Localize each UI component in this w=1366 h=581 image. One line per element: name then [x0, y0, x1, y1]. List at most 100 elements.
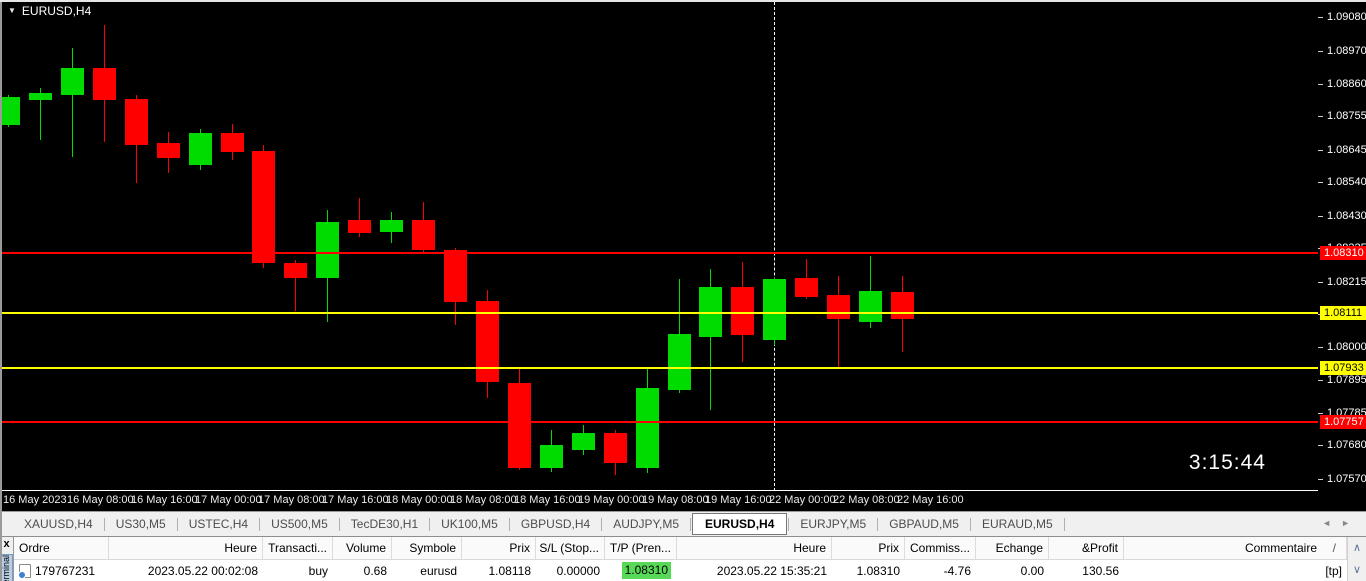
tab-gbpusd-h4[interactable]: GBPUSD,H4 — [520, 517, 591, 531]
column-header-5[interactable]: Prix — [462, 537, 536, 559]
row-cell-volume: 0.68 — [363, 563, 387, 578]
tab-ustec-h4[interactable]: USTEC,H4 — [188, 517, 249, 531]
chart-bottom-border — [0, 490, 1318, 491]
price-tick-label: 1.08755 — [1327, 110, 1366, 122]
price-tick-mark — [1318, 216, 1323, 217]
candle-body — [0, 97, 20, 125]
tab-divider — [690, 517, 692, 531]
tab-divider — [788, 517, 790, 531]
tab-gbpaud-m5[interactable]: GBPAUD,M5 — [889, 517, 959, 531]
candle-body — [508, 383, 531, 468]
row-cell-prix: 1.08118 — [488, 563, 532, 578]
candle-body — [93, 68, 116, 100]
candle-body — [221, 133, 244, 152]
candle-body — [891, 292, 914, 319]
row-cell-heure2: 2023.05.22 15:35:21 — [716, 563, 827, 578]
candle-body — [316, 222, 339, 278]
price-tick-mark — [1318, 413, 1323, 414]
column-header-13[interactable]: Commentaire / — [1124, 537, 1347, 559]
price-tag: 1.08310 — [1320, 246, 1366, 260]
order-icon — [18, 563, 31, 579]
candle-body — [189, 133, 212, 165]
column-header-0[interactable]: Ordre — [14, 537, 109, 559]
column-header-2[interactable]: Transacti... — [263, 537, 333, 559]
candle-body — [125, 99, 148, 145]
column-header-9[interactable]: Prix — [832, 537, 905, 559]
column-header-10[interactable]: Commiss... — [905, 537, 976, 559]
time-tick-label: 22 May 00:00 — [769, 494, 836, 506]
tab-euraud-m5[interactable]: EURAUD,M5 — [981, 517, 1053, 531]
price-tick-label: 1.09080 — [1327, 11, 1366, 23]
tab-divider — [1063, 517, 1065, 531]
row-cell-profit: 130.56 — [1082, 563, 1119, 578]
orders-table-header: Ordre Heure Transacti... Volume Symbole Prix S… — [14, 537, 1347, 560]
tab-tecde30-h1[interactable]: TecDE30,H1 — [350, 517, 419, 531]
price-level-line — [0, 367, 1318, 369]
tab-us500-m5[interactable]: US500,M5 — [271, 517, 328, 531]
tab-divider — [969, 517, 971, 531]
price-tick-mark — [1318, 84, 1323, 85]
tab-audjpy-m5[interactable]: AUDJPY,M5 — [613, 517, 680, 531]
price-tick-label: 1.08540 — [1327, 176, 1366, 188]
scroll-down-icon[interactable]: ∨ — [1352, 564, 1362, 576]
row-cell-heure: 2023.05.22 00:02:08 — [147, 563, 258, 578]
time-tick-label: 18 May 00:00 — [386, 494, 453, 506]
row-cell-symbole: eurusd — [420, 563, 457, 578]
tab-eurjpy-m5[interactable]: EURJPY,M5 — [800, 517, 867, 531]
price-tick-mark — [1318, 380, 1323, 381]
price-tag: 1.07933 — [1320, 361, 1366, 375]
tab-divider — [601, 517, 603, 531]
price-tick-label: 1.08430 — [1327, 210, 1366, 222]
orders-table-row[interactable]: 179767231 2023.05.22 00:02:08 buy 0.68 eurus… — [14, 560, 1347, 581]
column-header-8[interactable]: Heure — [677, 537, 832, 559]
candle-body — [859, 291, 882, 322]
price-tick-mark — [1318, 282, 1323, 283]
candle-body — [827, 295, 850, 319]
tab-scroll-left-icon[interactable]: ◄ — [1322, 518, 1342, 528]
scroll-up-icon[interactable]: ∧ — [1352, 542, 1362, 554]
tab-scroll-arrows[interactable]: ◄► — [1322, 518, 1360, 528]
price-tick-mark — [1318, 479, 1323, 480]
sort-marker-icon: / — [1332, 541, 1336, 555]
price-tick-label: 1.08860 — [1327, 78, 1366, 90]
column-header-4[interactable]: Symbole — [392, 537, 462, 559]
price-tick-label: 1.08645 — [1327, 144, 1366, 156]
close-icon[interactable]: x — [3, 538, 10, 550]
candle-body — [444, 250, 467, 302]
table-scrollbar[interactable]: ∧ ∨ — [1347, 537, 1366, 581]
chart-tab-bar: XAUUSD,H4 US30,M5 USTEC,H4 US500,M5 TecDE30,… — [0, 511, 1366, 537]
row-cell-transaction: buy — [308, 563, 328, 578]
column-header-12[interactable]: &Profit — [1049, 537, 1124, 559]
candlestick-chart-area[interactable]: ▼ EURUSD,H4 3:15:44 — [0, 0, 1318, 491]
price-tick-label: 1.08000 — [1327, 341, 1366, 353]
time-tick-label: 17 May 00:00 — [195, 494, 262, 506]
time-tick-label: 16 May 2023 — [3, 494, 67, 506]
row-cell-tp: 1.08310 — [605, 560, 677, 581]
tab-scroll-right-icon[interactable]: ► — [1341, 518, 1360, 528]
symbol-timeframe-text: EURUSD,H4 — [21, 4, 92, 18]
candle-body — [763, 279, 786, 340]
price-tick-mark — [1318, 182, 1323, 183]
window-border — [0, 0, 1366, 2]
column-header-11[interactable]: Echange — [976, 537, 1049, 559]
column-header-3[interactable]: Volume — [333, 537, 392, 559]
tab-uk100-m5[interactable]: UK100,M5 — [441, 517, 498, 531]
column-header-1[interactable]: Heure — [109, 537, 263, 559]
tab-divider — [259, 517, 261, 531]
column-header-7[interactable]: T/P (Pren... — [605, 537, 677, 559]
tab-xauusd-h4[interactable]: XAUUSD,H4 — [24, 517, 93, 531]
time-tick-label: 19 May 00:00 — [578, 494, 645, 506]
chart-symbol-label: ▼ EURUSD,H4 — [8, 4, 91, 18]
time-axis: 16 May 2023 16 May 08:00 16 May 16:00 17 Ma… — [0, 491, 1366, 511]
time-tick-label: 22 May 16:00 — [897, 494, 964, 506]
candle-body — [348, 220, 371, 233]
time-tick-label: 17 May 08:00 — [258, 494, 325, 506]
tab-eurusd-h4[interactable]: EURUSD,H4 — [692, 513, 788, 535]
tab-us30-m5[interactable]: US30,M5 — [115, 517, 166, 531]
column-header-6[interactable]: S/L (Stop... — [536, 537, 605, 559]
row-cell-sl: 0.00000 — [556, 563, 600, 578]
candle-wick — [838, 276, 839, 367]
price-level-line — [0, 252, 1318, 254]
candle-body — [795, 278, 818, 297]
